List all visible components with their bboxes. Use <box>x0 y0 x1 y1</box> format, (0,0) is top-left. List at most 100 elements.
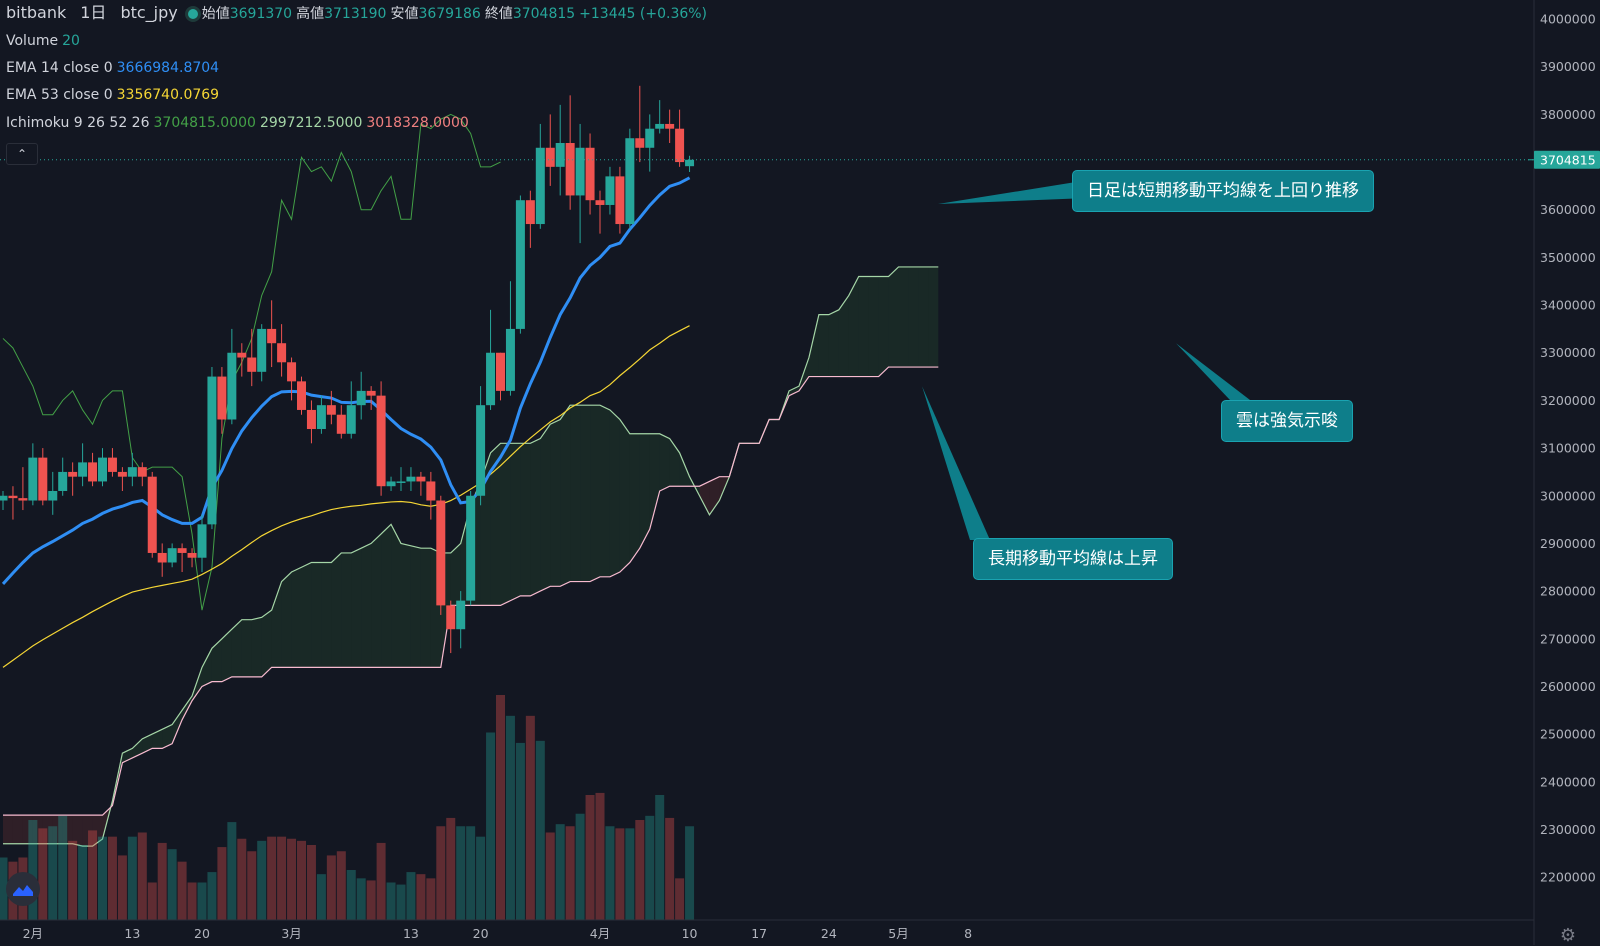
ichimoku-cloud-segment <box>42 815 53 844</box>
ichimoku-value-3: 3018328.0000 <box>366 115 469 131</box>
ichimoku-cloud-segment <box>221 629 232 682</box>
symbol-name[interactable]: btc_jpy <box>120 3 178 22</box>
candle-body <box>406 476 416 482</box>
volume-bar <box>605 826 615 920</box>
candle-body <box>48 490 58 501</box>
ichimoku-cloud-segment <box>172 710 183 744</box>
ichimoku-cloud-segment <box>381 524 392 668</box>
candle-body <box>685 159 695 167</box>
candle-body <box>466 495 476 601</box>
volume-label: Volume <box>6 33 59 49</box>
volume-bar <box>416 874 426 920</box>
volume-bar <box>197 882 207 920</box>
volume-bar <box>476 836 486 920</box>
candle-body <box>287 362 297 382</box>
ichimoku-cloud-segment <box>808 314 819 377</box>
volume-bar <box>446 817 456 920</box>
candle-body <box>127 467 137 477</box>
volume-bar <box>107 836 117 920</box>
high-label: 高値 <box>296 6 325 22</box>
volume-bar <box>117 855 127 920</box>
low-value: 3679186 <box>418 6 481 22</box>
gear-icon[interactable]: ⚙ <box>1559 925 1576 946</box>
collapse-legend-button[interactable]: ⌃ <box>6 143 38 165</box>
ema53-line <box>2 325 690 668</box>
volume-bar <box>386 882 396 920</box>
ichimoku-cloud-segment <box>410 545 421 668</box>
ichimoku-cloud-segment <box>530 438 541 596</box>
volume-bar <box>675 878 685 920</box>
ichimoku-cloud-segment <box>908 266 919 368</box>
candle-body <box>177 548 187 553</box>
ichimoku-cloud-segment <box>142 734 153 754</box>
candle-body <box>436 500 446 606</box>
candle-body <box>575 147 585 196</box>
ema53-label: EMA 53 close 0 <box>6 87 113 103</box>
time-tick-label: 3月 <box>281 926 301 941</box>
ichimoku-cloud-segment <box>202 648 212 687</box>
volume-bar <box>426 878 436 920</box>
interval-label[interactable]: 1日 <box>80 3 107 22</box>
volume-bar <box>456 826 466 920</box>
ichimoku-cloud-segment <box>351 548 362 668</box>
ema14-legend[interactable]: EMA 14 close 0 3666984.8704 <box>6 59 223 77</box>
time-tick-label: 24 <box>821 926 837 941</box>
candle-body <box>187 552 197 558</box>
tradingview-logo-icon[interactable] <box>6 872 40 906</box>
candle-body <box>297 381 306 410</box>
candle-body <box>396 481 406 483</box>
ichimoku-cloud-segment <box>570 405 581 582</box>
price-tick-label: 2500000 <box>1540 727 1596 742</box>
ichimoku-cloud-segment <box>231 619 242 677</box>
ichimoku-cloud-segment <box>12 815 23 844</box>
price-tick-label: 3500000 <box>1540 250 1596 265</box>
volume-bar <box>207 872 217 920</box>
ichimoku-cloud-segment <box>888 266 899 368</box>
volume-bar <box>58 815 68 920</box>
candle-body <box>525 200 535 225</box>
volume-bar <box>167 849 177 920</box>
ema14-value: 3666984.8704 <box>116 60 220 76</box>
price-tick-label: 2600000 <box>1540 679 1596 694</box>
ichimoku-cloud-segment <box>32 815 43 844</box>
candle-body <box>267 328 277 344</box>
ichimoku-cloud-segment <box>3 815 13 844</box>
volume-bar <box>157 842 167 920</box>
ichimoku-label: Ichimoku 9 26 52 26 <box>6 115 150 131</box>
ichimoku-cloud-segment <box>609 409 620 577</box>
ichimoku-legend[interactable]: Ichimoku 9 26 52 26 3704815.0000 2997212.5… <box>6 114 473 132</box>
price-tick-label: 2400000 <box>1540 774 1596 789</box>
candle-body <box>68 471 78 477</box>
ichimoku-cloud-segment <box>858 276 869 377</box>
candle-body <box>346 405 356 434</box>
volume-bar <box>217 847 227 920</box>
volume-bar <box>0 857 8 920</box>
candle-body <box>615 176 625 225</box>
callout-cloud: 雲は強気示唆 <box>1221 400 1353 442</box>
volume-bar <box>565 826 575 920</box>
volume-bar <box>68 840 78 920</box>
volume-bar <box>525 715 535 920</box>
price-axis-panel <box>1534 0 1600 945</box>
ichimoku-cloud-segment <box>619 419 630 573</box>
candle-body <box>426 481 436 501</box>
ichimoku-cloud-segment <box>679 452 690 487</box>
time-tick-label: 13 <box>124 926 140 941</box>
candle-body <box>675 128 685 163</box>
volume-legend[interactable]: Volume 20 <box>6 32 84 50</box>
ichimoku-cloud-segment <box>450 543 461 606</box>
volume-value: 20 <box>62 33 80 49</box>
chevron-up-icon: ⌃ <box>16 147 28 161</box>
candle-body <box>356 390 366 406</box>
candle-body <box>555 143 565 167</box>
price-tick-label: 2800000 <box>1540 584 1596 599</box>
volume-bar <box>595 792 605 920</box>
time-tick-label: 20 <box>194 926 210 941</box>
ichimoku-cloud-segment <box>22 815 33 844</box>
volume-bar <box>625 828 635 920</box>
ichimoku-cloud-segment <box>281 572 292 668</box>
ema53-legend[interactable]: EMA 53 close 0 3356740.0769 <box>6 86 223 104</box>
candle-body <box>456 600 466 630</box>
